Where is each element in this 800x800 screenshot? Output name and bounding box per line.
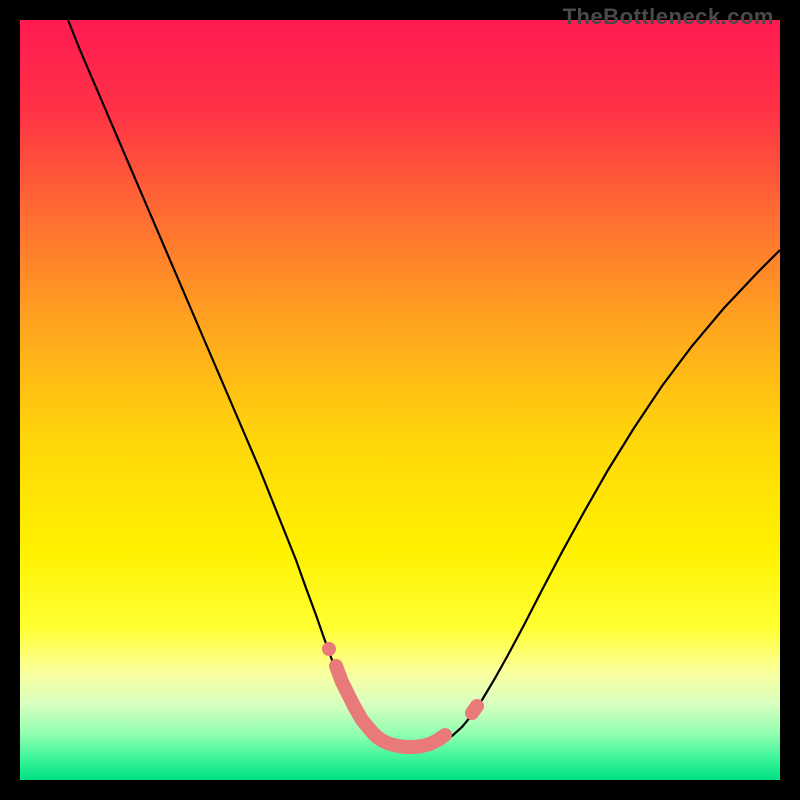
chart-frame: TheBottleneck.com	[0, 0, 800, 800]
plot-area	[20, 20, 780, 780]
plot-svg	[20, 20, 780, 780]
gradient-background	[20, 20, 780, 780]
marker-dot	[322, 642, 336, 656]
watermark-text: TheBottleneck.com	[563, 4, 774, 30]
marker-segment	[472, 706, 477, 713]
